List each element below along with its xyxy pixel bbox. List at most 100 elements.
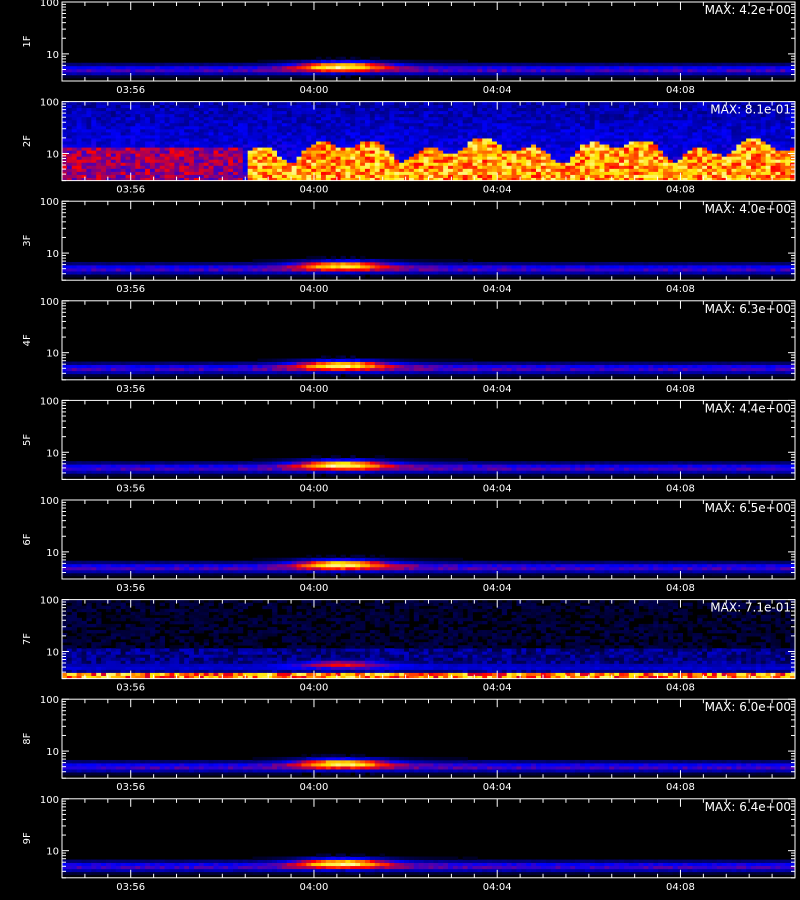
heatmap-cell: [135, 116, 141, 121]
heatmap-cell: [203, 156, 209, 160]
heatmap-cell: [565, 165, 571, 169]
heatmap-cell: [565, 113, 571, 118]
heatmap-cell: [423, 128, 429, 133]
heatmap-cell: [648, 125, 654, 130]
heatmap-cell: [384, 135, 390, 139]
heatmap-cells: [62, 56, 796, 79]
heatmap-cell: [682, 68, 688, 73]
heatmap-cell: [179, 119, 185, 124]
heatmap-cell: [364, 128, 371, 133]
heatmap-cell: [785, 74, 791, 79]
heatmap-cell: [203, 68, 209, 73]
heatmap-cell: [501, 168, 508, 172]
heatmap-cell: [184, 153, 190, 157]
heatmap-cell: [66, 165, 73, 169]
heatmap-cell: [609, 138, 615, 142]
heatmap-cell: [62, 265, 68, 269]
heatmap-cell: [540, 171, 547, 175]
heatmap-cell: [193, 62, 200, 67]
heatmap-cell: [145, 107, 151, 112]
heatmap-cell: [682, 165, 688, 169]
heatmap-cell: [96, 156, 102, 160]
heatmap-cell: [145, 110, 151, 115]
heatmap-cell: [536, 101, 542, 106]
heatmap-cell: [501, 159, 508, 163]
heatmap-cell: [189, 101, 195, 106]
heatmap-cell: [247, 68, 253, 73]
heatmap-cell: [584, 128, 591, 133]
heatmap-cell: [599, 165, 605, 169]
heatmap-cell: [369, 141, 376, 145]
heatmap-cell: [477, 138, 483, 142]
heatmap-cell: [609, 156, 615, 160]
heatmap-cell: [560, 144, 566, 148]
heatmap-cell: [457, 131, 464, 136]
heatmap-cell: [462, 125, 468, 130]
heatmap-cell: [780, 141, 786, 145]
heatmap-cell: [599, 107, 605, 112]
heatmap-cell: [130, 62, 136, 67]
heatmap-cell: [408, 113, 415, 118]
heatmap-cell: [711, 159, 718, 163]
heatmap-cell: [267, 122, 273, 127]
heatmap-cell: [66, 153, 73, 157]
heatmap-cell: [330, 59, 337, 64]
heatmap-cell: [135, 65, 141, 70]
heatmap-cell: [741, 177, 747, 181]
heatmap-cell: [472, 156, 478, 160]
heatmap-cell: [579, 141, 586, 145]
heatmap-cell: [555, 147, 561, 151]
heatmap-cell: [296, 74, 302, 79]
heatmap-cell: [301, 156, 307, 160]
heatmap-cell: [638, 147, 644, 151]
heatmap-cell: [364, 138, 371, 142]
heatmap-cell: [516, 113, 522, 118]
heatmap-cell: [379, 162, 385, 166]
heatmap-cell: [433, 141, 439, 145]
heatmap-cell: [101, 68, 107, 73]
heatmap-cell: [379, 174, 385, 178]
x-tick-label: 04:08: [666, 85, 695, 96]
heatmap-cell: [374, 153, 381, 157]
heatmap-cell: [277, 177, 283, 181]
heatmap-cell: [96, 174, 102, 178]
heatmap-cell: [472, 62, 478, 67]
heatmap-cell: [746, 116, 752, 121]
heatmap-cell: [345, 177, 351, 181]
heatmap-cell: [228, 177, 234, 181]
heatmap-cell: [589, 107, 596, 112]
heatmap-cell: [770, 165, 776, 169]
heatmap-cell: [623, 101, 630, 106]
heatmap-cell: [477, 147, 483, 151]
heatmap-cell: [545, 171, 552, 175]
heatmap-cell: [438, 135, 444, 139]
heatmap-cell: [76, 68, 82, 73]
heatmap-cell: [516, 141, 522, 145]
heatmap-cell: [316, 144, 322, 148]
heatmap-cell: [619, 128, 625, 133]
heatmap-cell: [790, 110, 796, 115]
heatmap-cell: [335, 62, 341, 67]
heatmap-cell: [765, 101, 771, 106]
heatmap-cell: [687, 71, 693, 76]
heatmap-cell: [345, 110, 351, 115]
heatmap-cell: [609, 131, 615, 136]
heatmap-cell: [125, 268, 131, 272]
heatmap-cell: [775, 107, 781, 112]
heatmap-cell: [526, 150, 532, 154]
heatmap-cell: [531, 141, 537, 145]
heatmap-cell: [663, 153, 669, 157]
heatmap-cell: [770, 171, 776, 175]
heatmap-cell: [521, 150, 527, 154]
heatmap-cell: [677, 68, 684, 73]
heatmap-cell: [526, 156, 532, 160]
heatmap-cell: [448, 113, 454, 118]
heatmap-cell: [457, 135, 464, 139]
heatmap-cell: [599, 62, 605, 67]
heatmap-cell: [638, 141, 644, 145]
heatmap-cell: [218, 171, 224, 175]
heatmap-cell: [247, 74, 253, 79]
heatmap-cell: [531, 71, 537, 76]
heatmap-cell: [237, 101, 244, 106]
heatmap-cell: [619, 165, 625, 169]
